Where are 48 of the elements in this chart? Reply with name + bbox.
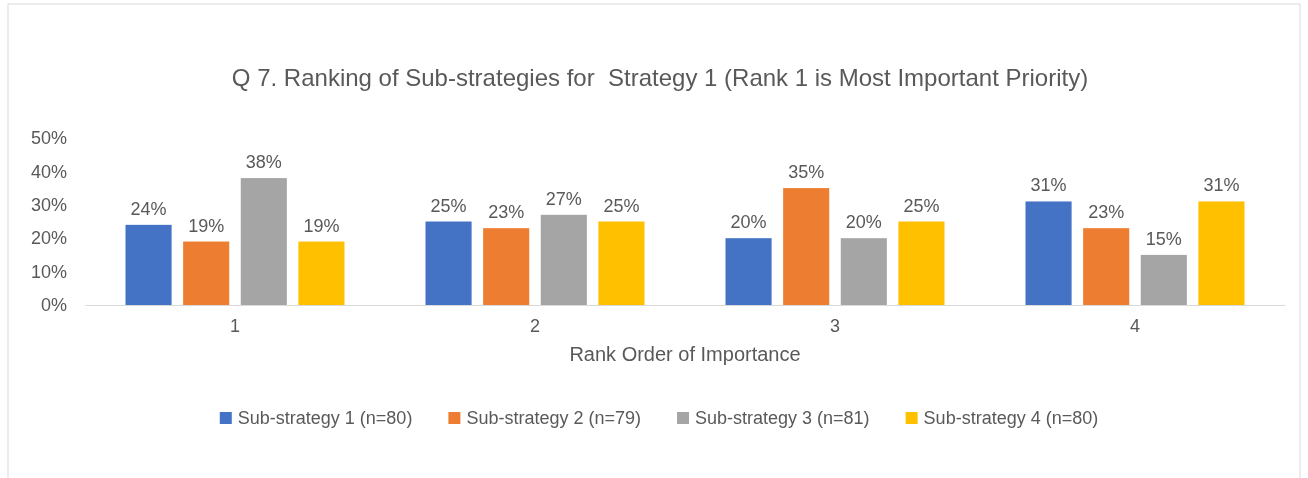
- data-label: 25%: [903, 195, 940, 216]
- y-tick-label: 10%: [30, 261, 67, 282]
- x-tick-label: 2: [529, 315, 541, 336]
- y-tick-label: 20%: [30, 228, 67, 249]
- bar: [1083, 228, 1130, 305]
- data-label: 25%: [430, 195, 467, 216]
- legend-label: Sub-strategy 1 (n=80): [237, 408, 413, 428]
- data-label: 38%: [245, 152, 282, 173]
- bar: [125, 224, 172, 305]
- legend-label: Sub-strategy 4 (n=80): [923, 408, 1099, 428]
- bar: [1025, 201, 1072, 305]
- bar: [898, 221, 945, 305]
- legend-label: Sub-strategy 2 (n=79): [466, 408, 641, 428]
- data-label: 19%: [188, 215, 225, 236]
- chart-title: Q 7. Ranking of Sub-strategies for Strategy 1 (Rank 1 is Most Important Priority): [231, 64, 1089, 91]
- bar: [483, 228, 530, 305]
- data-label: 25%: [603, 195, 640, 216]
- data-label: 31%: [1030, 175, 1067, 196]
- x-tick-label: 3: [829, 315, 841, 336]
- data-label: 27%: [545, 188, 582, 209]
- bar: [725, 238, 772, 305]
- y-tick-label: 0%: [40, 295, 67, 316]
- bar: [183, 241, 230, 305]
- bar: [425, 221, 472, 305]
- y-tick-label: 30%: [30, 195, 67, 216]
- data-label: 31%: [1203, 175, 1240, 196]
- bar: [598, 221, 645, 305]
- data-label: 19%: [303, 215, 340, 236]
- y-tick-label: 40%: [30, 161, 67, 182]
- x-tick-label: 1: [229, 315, 241, 336]
- bar: [1198, 201, 1245, 305]
- bar: [240, 178, 287, 305]
- bar: [298, 241, 345, 305]
- x-axis-title: Rank Order of Importance: [569, 343, 801, 365]
- bar: [840, 238, 887, 305]
- legend-label: Sub-strategy 3 (n=81): [695, 408, 870, 428]
- bar: [1140, 254, 1187, 305]
- data-label: 20%: [730, 212, 767, 233]
- data-label: 24%: [130, 198, 167, 219]
- data-label: 23%: [488, 202, 525, 223]
- data-label: 15%: [1145, 228, 1182, 249]
- bar: [540, 214, 587, 305]
- data-label: 23%: [1088, 202, 1125, 223]
- data-label: 35%: [788, 162, 825, 183]
- data-label: 20%: [845, 212, 882, 233]
- x-tick-label: 4: [1129, 315, 1141, 336]
- bar: [783, 188, 830, 305]
- y-tick-label: 50%: [30, 128, 67, 149]
